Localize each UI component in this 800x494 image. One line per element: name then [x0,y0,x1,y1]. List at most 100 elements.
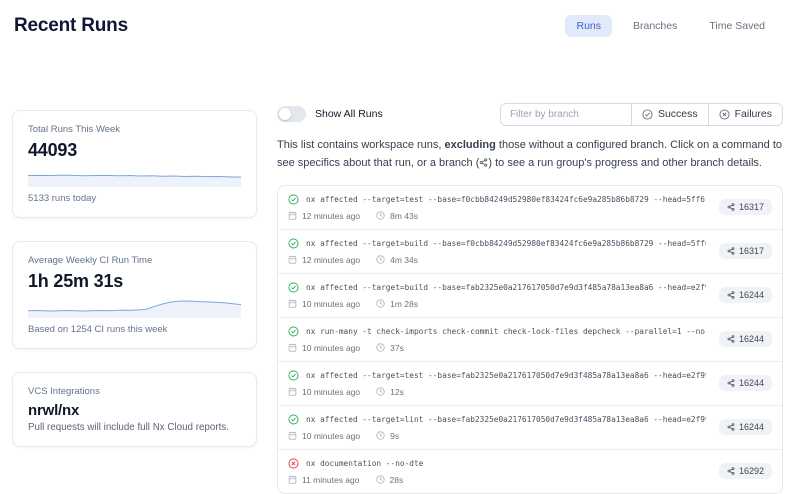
branch-number: 16244 [738,290,764,301]
run-row: nx affected --target=test --base=fab2325… [278,360,782,405]
page-header: Recent Runs Runs Branches Time Saved [14,15,776,37]
run-duration: 9s [390,430,400,441]
run-row: nx affected --target=build --base=f0cbb8… [278,228,782,273]
success-filter-label: Success [657,108,698,120]
stat-card-value: 44093 [28,140,78,160]
success-status-icon [288,282,299,293]
run-command-link[interactable]: nx affected --target=test --base=fab2325… [306,370,706,380]
clock-icon [376,387,385,396]
description-bold: excluding [444,139,496,151]
run-row: nx affected --target=build --base=fab232… [278,272,782,317]
run-command-link[interactable]: nx affected --target=test --base=f0cbb84… [306,194,706,204]
stat-card-footnote: Based on 1254 CI runs this week [28,324,168,335]
run-row: nx affected --target=lint --base=fab2325… [278,404,782,449]
branch-badge[interactable]: 16244 [718,375,772,392]
run-time: 10 minutes ago [302,342,361,353]
vcs-card-note: Pull requests will include full Nx Cloud… [28,422,229,433]
failures-filter-button[interactable]: Failures [707,103,782,125]
branch-badge[interactable]: 16244 [718,287,772,304]
branch-number: 16317 [738,246,764,257]
success-status-icon [288,238,299,249]
page-title: Recent Runs [14,15,128,36]
run-duration: 4m 34s [390,254,418,265]
sparkline-chart [28,296,241,318]
calendar-icon [288,475,297,484]
stat-card-label: Total Runs This Week [28,124,121,135]
toggle-label: Show All Runs [315,108,383,120]
tab-time-saved[interactable]: Time Saved [709,20,765,32]
branch-badge[interactable]: 16317 [718,243,772,260]
run-duration: 37s [390,342,404,353]
run-command-link[interactable]: nx documentation --no-dte [306,458,424,468]
run-command-link[interactable]: nx affected --target=build --base=fab232… [306,282,706,292]
description-text-3: ) to see a run group's progress and othe… [488,156,762,169]
check-circle-icon [642,108,653,120]
clock-icon [376,431,385,440]
failure-status-icon [288,458,299,469]
success-status-icon [288,370,299,381]
failures-filter-label: Failures [734,108,772,120]
branch-share-icon [727,467,735,475]
branch-filter-input[interactable] [500,103,631,125]
branch-number: 16292 [738,466,764,477]
show-all-runs-toggle[interactable]: Show All Runs [277,106,383,122]
toggle-switch-icon[interactable] [277,106,306,122]
clock-icon [375,475,385,484]
run-time: 10 minutes ago [302,386,361,397]
branch-badge[interactable]: 16317 [718,199,772,216]
tab-branches[interactable]: Branches [633,20,678,32]
run-list: nx affected --target=test --base=f0cbb84… [277,184,783,494]
run-time: 11 minutes ago [302,474,360,485]
run-duration: 1m 28s [390,298,418,309]
run-command-link[interactable]: nx affected --target=build --base=f0cbb8… [306,238,706,248]
calendar-icon [288,343,297,352]
stat-card-value: 1h 25m 31s [28,271,124,291]
success-status-icon [288,194,299,205]
calendar-icon [288,255,297,264]
run-row: nx affected --target=test --base=f0cbb84… [278,186,782,229]
run-time: 10 minutes ago [302,298,361,309]
sparkline-chart [28,165,241,187]
calendar-icon [288,387,297,396]
run-duration: 28s [389,474,404,485]
list-description: This list contains workspace runs, exclu… [277,137,783,173]
run-row: nx run-many -t check-imports check-commi… [278,316,782,361]
branch-badge[interactable]: 16244 [718,331,772,348]
run-command-link[interactable]: nx run-many -t check-imports check-commi… [306,326,706,336]
branch-badge[interactable]: 16292 [718,463,772,480]
branch-share-icon [727,423,735,431]
run-time: 12 minutes ago [302,254,361,265]
stat-card: Total Runs This Week 44093 5133 runs tod… [12,110,257,218]
success-status-icon [288,326,299,337]
branch-badge[interactable]: 16244 [718,419,772,436]
vcs-card-label: VCS Integrations [28,386,100,397]
stat-card-label: Average Weekly CI Run Time [28,255,153,266]
view-tabs: Runs Branches Time Saved [565,15,776,37]
calendar-icon [288,299,297,308]
branch-number: 16244 [738,378,764,389]
run-time: 12 minutes ago [302,210,361,221]
clock-icon [376,211,385,220]
run-time: 10 minutes ago [302,430,361,441]
branch-share-icon [480,158,488,167]
x-circle-icon [719,108,730,120]
branch-number: 16244 [738,422,764,433]
branch-filter-group: Success Failures [499,102,783,126]
success-status-icon [288,414,299,425]
branch-share-icon [727,335,735,343]
run-command-link[interactable]: nx affected --target=lint --base=fab2325… [306,414,706,424]
stat-card: Average Weekly CI Run Time 1h 25m 31s Ba… [12,241,257,349]
clock-icon [376,343,385,352]
success-filter-button[interactable]: Success [630,103,708,125]
tab-runs[interactable]: Runs [565,15,612,37]
stat-card-footnote: 5133 runs today [28,193,97,204]
run-duration: 8m 43s [390,210,418,221]
runs-toolbar: Show All Runs Success Failures [277,102,783,126]
vcs-integrations-card: VCS Integrations nrwl/nx Pull requests w… [12,372,257,447]
description-text: This list contains workspace runs, [277,139,445,151]
vcs-repo-name: nrwl/nx [28,402,80,419]
branch-share-icon [727,247,735,255]
toggle-knob [279,108,291,120]
clock-icon [376,255,385,264]
description-text-2: those without a configured branch. Click… [277,139,783,169]
